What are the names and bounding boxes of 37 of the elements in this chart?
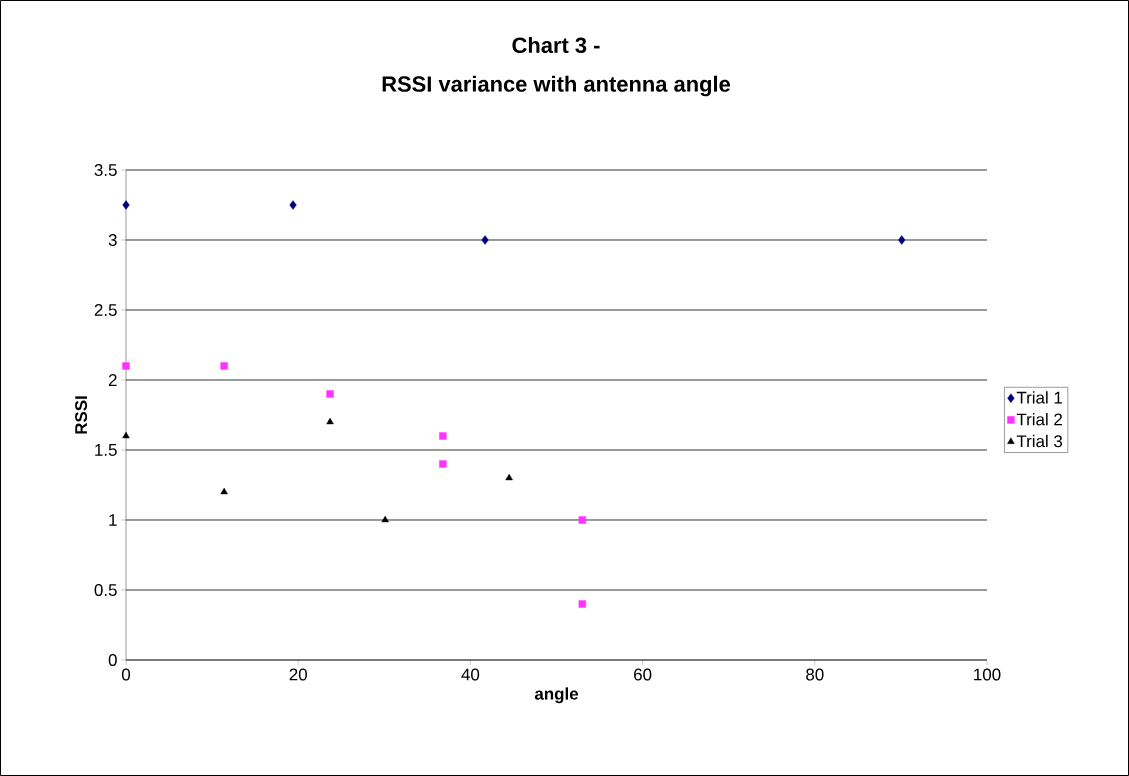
- x-tick-label: 100: [974, 668, 1001, 681]
- y-tick-label: 0.5: [94, 584, 117, 596]
- chart-subtitle: RSSI variance with antenna angle: [382, 75, 731, 97]
- point: [220, 487, 228, 495]
- legend-label: Trial 1: [1016, 391, 1062, 404]
- point: [220, 362, 228, 370]
- x-tick-label: 80: [806, 668, 824, 681]
- point: [578, 600, 587, 608]
- point: [898, 235, 906, 245]
- y-tick-label: 3.5: [94, 164, 117, 176]
- point: [439, 432, 447, 440]
- y-tick-label: 0: [108, 654, 117, 666]
- x-tick-label: 60: [634, 668, 652, 681]
- point: [481, 235, 489, 245]
- legend-label: Trial 3: [1016, 434, 1063, 448]
- x-tick-label: 40: [461, 668, 480, 681]
- chart-title: Chart 3 -: [512, 36, 600, 54]
- x-tick-label: 20: [289, 668, 307, 681]
- y-tick-label: 1.5: [95, 444, 117, 456]
- point: [326, 417, 334, 425]
- point: [326, 390, 334, 398]
- point: [578, 516, 587, 524]
- y-axis-title: RSSI: [75, 396, 88, 434]
- legend-label: Trial 2: [1016, 413, 1062, 426]
- point: [122, 200, 130, 210]
- y-tick-label: 1: [109, 514, 117, 526]
- point: [289, 200, 297, 210]
- x-tick-label: 0: [121, 668, 131, 681]
- point: [381, 515, 389, 523]
- y-tick-label: 2: [108, 374, 117, 386]
- point: [122, 431, 130, 439]
- y-tick-label: 3: [108, 234, 117, 246]
- point: [122, 362, 130, 370]
- point: [505, 473, 513, 481]
- y-tick-label: 2.5: [94, 304, 117, 316]
- x-axis-title: angle: [534, 687, 579, 704]
- point: [439, 460, 447, 468]
